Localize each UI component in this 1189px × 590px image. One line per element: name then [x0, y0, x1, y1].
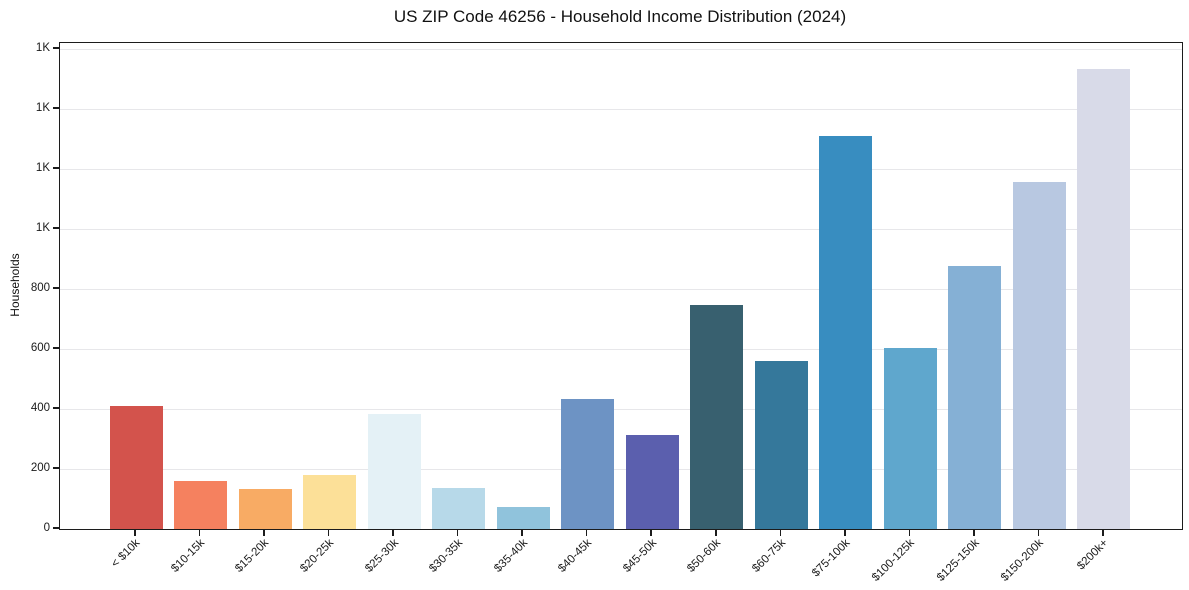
x-tick-label: $35-40k [491, 537, 530, 575]
y-axis-tick [53, 107, 59, 109]
x-tick-label: $45-50k [620, 537, 659, 575]
y-axis-tick [53, 167, 59, 169]
x-tick-label: $50-60k [685, 537, 724, 575]
x-axis-tick [327, 529, 330, 536]
bar-45-50k [625, 435, 679, 529]
y-axis-tick [53, 527, 59, 529]
y-axis-tick [53, 227, 59, 229]
y-axis-tick [53, 467, 59, 469]
x-tick-label: $60-75k [749, 537, 788, 575]
y-tick-label: 600 [30, 342, 50, 354]
x-tick-label: $150-200k [998, 537, 1046, 584]
gridline [60, 468, 1182, 470]
x-tick-label: $15-20k [233, 537, 272, 575]
bar-30-35k [432, 488, 486, 529]
bar-10k [109, 406, 163, 529]
y-tick-label: 0 [43, 522, 50, 534]
chart-title: US ZIP Code 46256 - Household Income Dis… [393, 7, 847, 26]
x-axis-tick [521, 529, 523, 536]
bar-150-200k [1012, 181, 1066, 529]
gridline [60, 168, 1182, 170]
gridline [60, 348, 1182, 350]
x-tick-label: $100-125k [869, 537, 917, 584]
x-tick-label: $75-100k [809, 537, 853, 580]
bar-50-60k [690, 304, 744, 529]
bar-15-20k [238, 489, 292, 529]
x-axis-tick [585, 529, 588, 536]
gridline [60, 108, 1182, 110]
x-axis-tick [456, 529, 459, 536]
x-tick-label: $20-25k [298, 537, 337, 575]
bar-100-125k [883, 348, 937, 529]
plot-area [59, 42, 1183, 530]
bar-60-75k [754, 361, 808, 529]
y-tick-label: 1K [35, 222, 50, 234]
y-tick-label: 1K [35, 42, 50, 54]
y-axis-tick [53, 347, 59, 349]
gridline [60, 228, 1182, 230]
x-axis-tick [1102, 529, 1104, 536]
bar-125-150k [948, 265, 1002, 529]
y-axis-tick [53, 287, 59, 289]
gridline [60, 408, 1182, 410]
x-tick-label: $25-30k [362, 537, 401, 575]
gridline [60, 48, 1182, 50]
x-tick-label: $40-45k [556, 537, 595, 575]
bar-25-30k [367, 413, 421, 529]
x-axis-tick [715, 529, 717, 536]
x-tick-label: $30-35k [427, 537, 466, 575]
y-tick-label: 1K [35, 162, 50, 174]
x-axis-tick [134, 529, 136, 536]
x-tick-label: $125-150k [934, 537, 982, 584]
x-tick-label: $10-15k [169, 537, 208, 575]
bar-10-15k [174, 481, 228, 529]
x-tick-label: $200k+ [1075, 537, 1111, 573]
x-axis-tick [198, 529, 201, 536]
bar-75-100k [819, 136, 873, 529]
y-tick-label: 1K [35, 102, 50, 114]
y-tick-label: 200 [30, 462, 50, 474]
y-axis-tick [53, 47, 59, 49]
bar-20-25k [303, 475, 357, 529]
x-axis-tick [844, 529, 846, 536]
y-tick-label: 400 [30, 402, 50, 414]
x-axis-tick [392, 529, 394, 536]
bar-200k [1077, 69, 1131, 529]
x-axis-tick [263, 529, 265, 536]
x-axis-tick [779, 529, 782, 536]
bar-35-40k [496, 507, 550, 529]
x-tick-label: < $10k [109, 537, 143, 571]
x-axis-tick [908, 529, 911, 536]
x-axis-tick [650, 529, 652, 536]
x-axis-tick [1037, 529, 1040, 536]
bar-40-45k [561, 399, 615, 529]
y-axis-tick [53, 407, 59, 409]
y-tick-label: 800 [30, 282, 50, 294]
x-axis-tick [973, 529, 975, 536]
gridline [60, 288, 1182, 290]
